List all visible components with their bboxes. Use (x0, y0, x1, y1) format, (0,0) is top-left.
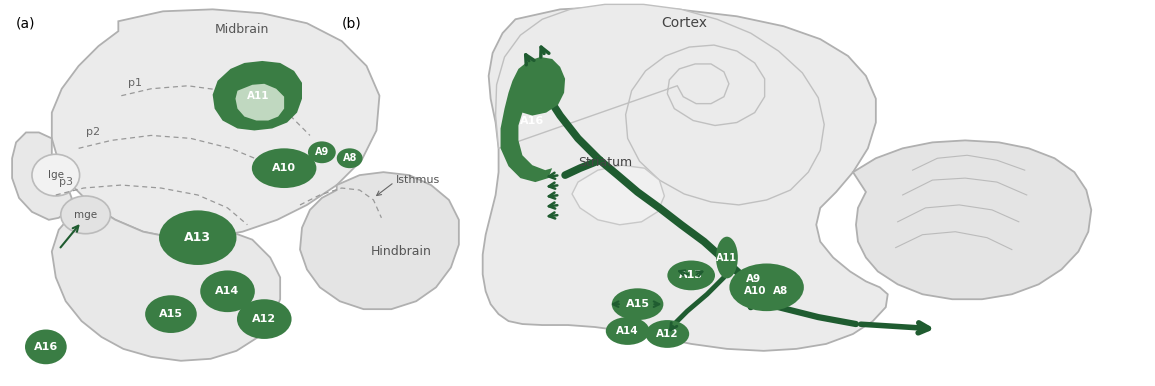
Text: A16: A16 (33, 342, 58, 352)
Ellipse shape (32, 154, 80, 196)
Text: A11: A11 (716, 252, 737, 262)
Text: (a): (a) (16, 16, 36, 30)
Ellipse shape (252, 148, 316, 188)
Ellipse shape (25, 330, 67, 364)
Text: mge: mge (74, 210, 97, 220)
Polygon shape (213, 61, 301, 130)
Ellipse shape (612, 288, 663, 320)
Text: p3: p3 (59, 177, 73, 187)
Ellipse shape (646, 320, 690, 348)
Text: A15: A15 (626, 299, 649, 309)
Polygon shape (854, 141, 1091, 299)
Text: A8: A8 (773, 286, 788, 296)
Text: A8: A8 (343, 153, 357, 163)
Ellipse shape (200, 271, 255, 312)
Text: A15: A15 (159, 309, 182, 319)
Polygon shape (52, 205, 281, 361)
Ellipse shape (730, 264, 804, 311)
Text: A9: A9 (746, 274, 761, 284)
Ellipse shape (146, 295, 196, 333)
Text: Striatum: Striatum (578, 156, 632, 169)
Ellipse shape (61, 196, 111, 234)
Text: Midbrain: Midbrain (215, 23, 269, 36)
Polygon shape (483, 6, 888, 351)
Text: A12: A12 (252, 314, 276, 324)
Text: A16: A16 (520, 115, 544, 125)
Polygon shape (500, 57, 565, 182)
Ellipse shape (308, 141, 336, 163)
Text: A10: A10 (273, 163, 296, 173)
Ellipse shape (605, 317, 649, 345)
Text: Hindbrain: Hindbrain (371, 245, 432, 258)
Text: A9: A9 (314, 147, 329, 157)
Text: A14: A14 (216, 286, 239, 296)
Text: (b): (b) (342, 16, 362, 30)
Ellipse shape (337, 148, 363, 168)
Text: lge: lge (47, 170, 64, 180)
Text: Cortex: Cortex (661, 16, 707, 30)
Ellipse shape (237, 299, 291, 339)
Text: p2: p2 (87, 127, 100, 137)
Polygon shape (52, 9, 380, 238)
Text: Isthmus: Isthmus (396, 175, 440, 185)
Polygon shape (12, 132, 72, 220)
Polygon shape (236, 84, 284, 120)
Text: p1: p1 (128, 78, 142, 88)
Text: A11: A11 (247, 91, 269, 101)
Text: A13: A13 (185, 231, 211, 244)
Text: A14: A14 (617, 326, 639, 336)
Text: A13: A13 (679, 271, 703, 280)
Ellipse shape (159, 210, 237, 265)
Ellipse shape (716, 237, 738, 278)
Ellipse shape (668, 261, 715, 290)
Text: A10: A10 (744, 286, 766, 296)
Polygon shape (300, 172, 459, 309)
Polygon shape (495, 4, 825, 205)
Text: A12: A12 (656, 329, 679, 339)
Polygon shape (572, 165, 664, 225)
